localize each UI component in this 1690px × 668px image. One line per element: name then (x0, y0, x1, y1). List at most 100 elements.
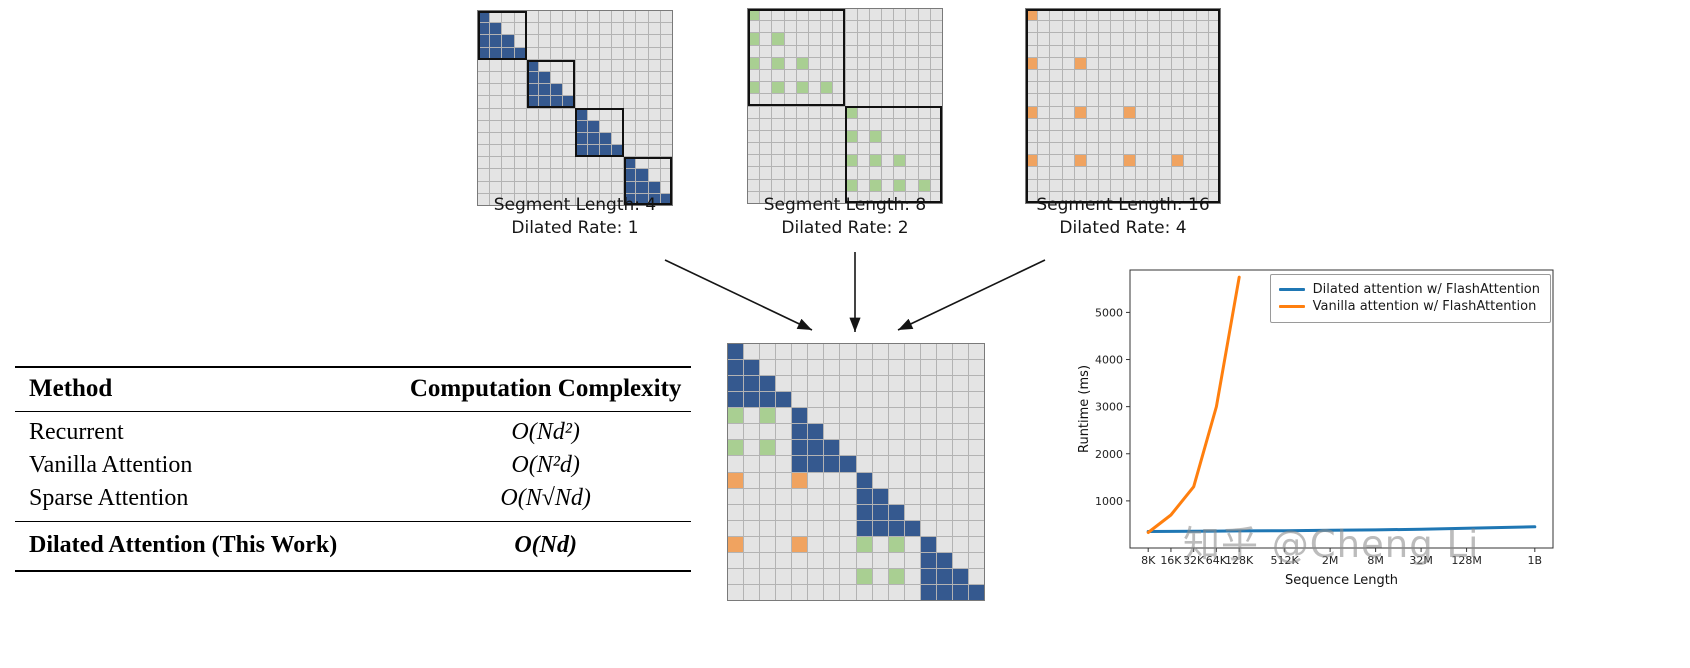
matrix-cell (514, 11, 526, 23)
matrix-cell (968, 440, 984, 456)
matrix-cell (776, 552, 792, 568)
matrix-cell (587, 193, 599, 205)
matrix-cell (660, 71, 672, 84)
matrix-cell (748, 143, 760, 155)
matrix-cell (1099, 130, 1111, 143)
matrix-cell (563, 145, 575, 157)
matrix-cell (1208, 69, 1220, 82)
matrix-cell (906, 33, 918, 45)
matrix-cell (612, 59, 624, 71)
caption-left: Segment Length: 4 Dilated Rate: 1 (455, 194, 695, 240)
matrix-cell (792, 424, 808, 440)
matrix-cell (1050, 143, 1062, 155)
matrix-cell (1038, 191, 1050, 203)
matrix-cell (833, 143, 845, 155)
matrix-cell (888, 520, 904, 536)
matrix-cell (502, 169, 514, 181)
matrix-cell (1026, 143, 1038, 155)
matrix-cell (551, 169, 563, 181)
matrix-cell (1147, 57, 1160, 69)
matrix-cell (952, 456, 968, 472)
matrix-cell (845, 33, 857, 45)
matrix-cell (920, 520, 936, 536)
matrix-cell (894, 45, 906, 57)
matrix-cell (776, 488, 792, 504)
matrix-cell (930, 191, 942, 203)
matrix-cell (869, 45, 882, 57)
matrix-cell (1123, 118, 1135, 130)
matrix-cell (612, 11, 624, 23)
matrix-cell (1135, 106, 1147, 118)
matrix-cell (894, 94, 906, 106)
matrix-cell (1172, 106, 1184, 118)
matrix-cell (1062, 155, 1074, 167)
matrix-cell (1123, 94, 1135, 106)
matrix-cell (920, 504, 936, 520)
matrix-cell (760, 155, 772, 167)
matrix-cell (728, 360, 744, 376)
matrix-cell (648, 120, 660, 132)
matrix-cell (760, 9, 772, 21)
matrix-cell (894, 57, 906, 69)
matrix-cell (856, 552, 872, 568)
matrix-cell (587, 23, 599, 35)
matrix-cell (808, 424, 824, 440)
matrix-cell (856, 472, 872, 488)
matrix-cell (624, 181, 636, 193)
matrix-cell (514, 47, 526, 59)
matrix-cell (502, 108, 514, 120)
matrix-cell (1062, 9, 1074, 21)
matrix-cell (920, 360, 936, 376)
matrix-cell (1147, 9, 1160, 21)
matrix-cell (1123, 21, 1135, 33)
matrix-cell (1160, 69, 1172, 82)
matrix-cell (808, 488, 824, 504)
matrix-cell (808, 130, 821, 143)
matrix-cell (599, 181, 612, 193)
matrix-cell (1086, 94, 1099, 106)
matrix-cell (526, 84, 538, 96)
matrix-cell (760, 344, 776, 360)
matrix-cell (587, 169, 599, 181)
matrix-cell (1099, 45, 1111, 57)
matrix-cell (599, 84, 612, 96)
matrix-cell (821, 69, 833, 82)
matrix-cell (1160, 118, 1172, 130)
matrix-cell (936, 568, 952, 584)
matrix-cell (1062, 57, 1074, 69)
matrix-cell (551, 84, 563, 96)
matrix-cell (1074, 143, 1086, 155)
matrix-cell (587, 96, 599, 108)
matrix-cell (1135, 57, 1147, 69)
matrix-cell (744, 472, 760, 488)
matrix-cell (840, 456, 856, 472)
matrix-cell (490, 169, 502, 181)
matrix-cell (1026, 9, 1038, 21)
matrix-cell (894, 130, 906, 143)
matrix-cell (856, 408, 872, 424)
matrix-cell (918, 106, 930, 118)
matrix-cell (1135, 191, 1147, 203)
matrix-cell (1111, 69, 1123, 82)
matrix-cell (856, 344, 872, 360)
matrix-cell (1099, 191, 1111, 203)
matrix-cell (906, 82, 918, 94)
matrix-cell (808, 552, 824, 568)
matrix-cell (833, 57, 845, 69)
matrix-cell (502, 181, 514, 193)
matrix-cell (1172, 82, 1184, 94)
matrix-cell (936, 344, 952, 360)
matrix-cell (776, 440, 792, 456)
matrix-cell (744, 584, 760, 600)
matrix-cell (792, 584, 808, 600)
matrix-cell (821, 45, 833, 57)
matrix-cell (845, 155, 857, 167)
matrix-cell (760, 520, 776, 536)
matrix-cell (526, 145, 538, 157)
matrix-cell (824, 520, 840, 536)
matrix-cell (575, 145, 587, 157)
matrix-cell (648, 84, 660, 96)
matrix-cell (845, 143, 857, 155)
matrix-cell (784, 106, 796, 118)
segment-block-outline (478, 11, 527, 60)
